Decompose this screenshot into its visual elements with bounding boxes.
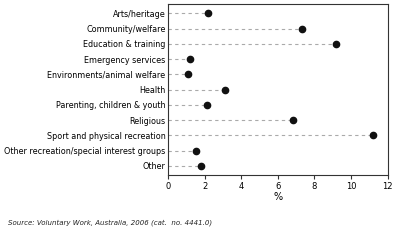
Text: Source: Voluntary Work, Australia, 2006 (cat.  no. 4441.0): Source: Voluntary Work, Australia, 2006 …	[8, 219, 212, 226]
X-axis label: %: %	[273, 192, 282, 202]
